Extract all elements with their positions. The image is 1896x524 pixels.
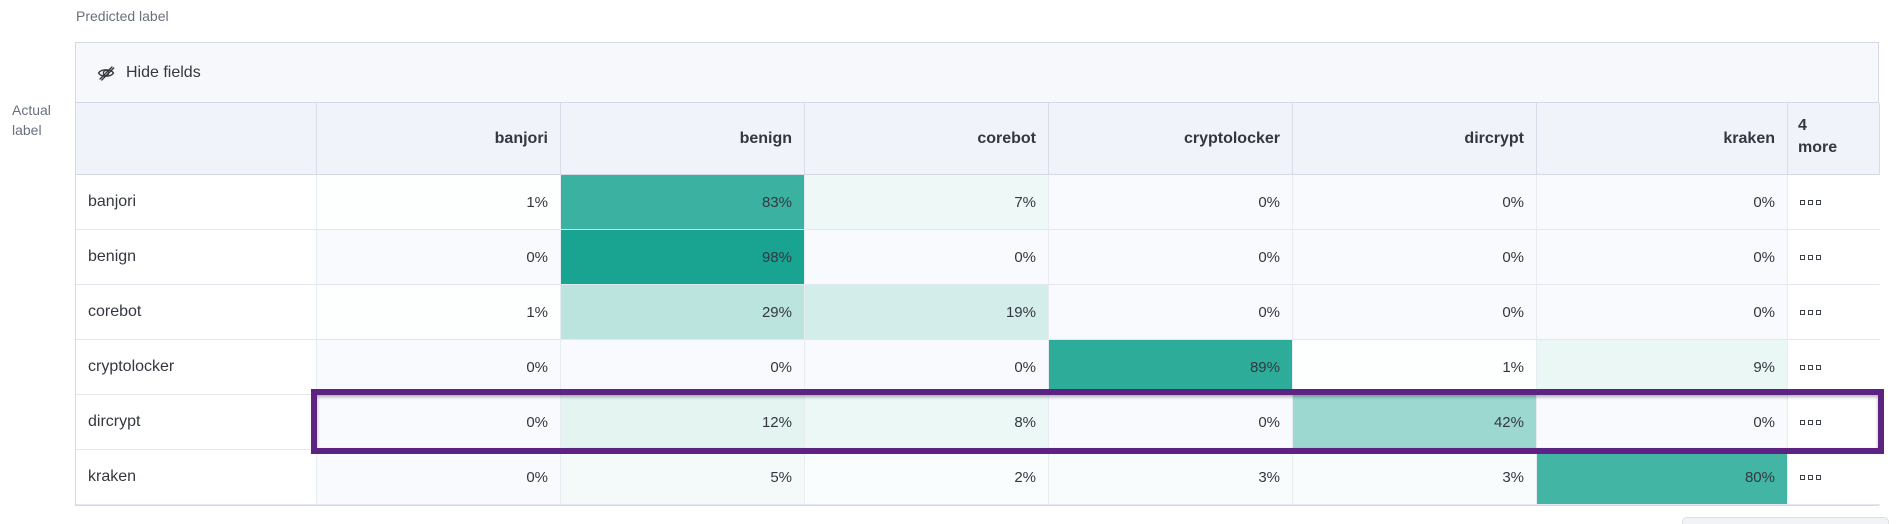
- ellipsis-square-icon: [1816, 199, 1821, 205]
- column-header-kraken: kraken: [1537, 103, 1788, 175]
- more-columns-button[interactable]: [1788, 340, 1880, 395]
- ellipsis-square-icon: [1800, 309, 1805, 315]
- ellipsis-square-icon: [1808, 254, 1813, 260]
- row-header-corebot: corebot: [76, 285, 317, 340]
- matrix-cell-corebot-benign[interactable]: 29%: [561, 285, 805, 340]
- ellipsis-square-icon: [1808, 364, 1813, 370]
- ellipsis-square-icon: [1808, 419, 1813, 425]
- matrix-cell-cryptolocker-benign[interactable]: 0%: [561, 340, 805, 395]
- column-header-corebot: corebot: [805, 103, 1049, 175]
- ellipsis-square-icon: [1816, 254, 1821, 260]
- matrix-cell-benign-cryptolocker[interactable]: 0%: [1049, 230, 1293, 285]
- matrix-cell-benign-dircrypt[interactable]: 0%: [1293, 230, 1537, 285]
- column-header-more[interactable]: 4 more: [1788, 103, 1880, 175]
- ellipsis-square-icon: [1800, 364, 1805, 370]
- matrix-row-dircrypt: dircrypt 0% 12% 8% 0% 42% 0%: [76, 395, 1880, 450]
- ellipsis-square-icon: [1800, 419, 1805, 425]
- matrix-row-cryptolocker: cryptolocker 0% 0% 0% 89% 1% 9%: [76, 340, 1880, 395]
- ellipsis-square-icon: [1816, 364, 1821, 370]
- actual-axis-label-line1: Actual: [12, 102, 51, 118]
- matrix-cell-kraken-cryptolocker[interactable]: 3%: [1049, 450, 1293, 505]
- row-header-cryptolocker: cryptolocker: [76, 340, 317, 395]
- ellipsis-square-icon: [1816, 474, 1821, 480]
- matrix-cell-banjori-benign[interactable]: 83%: [561, 175, 805, 230]
- row-header-dircrypt: dircrypt: [76, 395, 317, 450]
- matrix-cell-kraken-dircrypt[interactable]: 3%: [1293, 450, 1537, 505]
- column-header-benign: benign: [561, 103, 805, 175]
- matrix-cell-kraken-kraken[interactable]: 80%: [1537, 450, 1788, 505]
- ellipsis-square-icon: [1800, 254, 1805, 260]
- more-columns-button[interactable]: [1788, 230, 1880, 285]
- matrix-row-benign: benign 0% 98% 0% 0% 0% 0%: [76, 230, 1880, 285]
- matrix-cell-banjori-kraken[interactable]: 0%: [1537, 175, 1788, 230]
- matrix-cell-dircrypt-banjori[interactable]: 0%: [317, 395, 561, 450]
- matrix-cell-cryptolocker-corebot[interactable]: 0%: [805, 340, 1049, 395]
- matrix-cell-benign-kraken[interactable]: 0%: [1537, 230, 1788, 285]
- matrix-cell-banjori-dircrypt[interactable]: 0%: [1293, 175, 1537, 230]
- matrix-row-corebot: corebot 1% 29% 19% 0% 0% 0%: [76, 285, 1880, 340]
- column-header-cryptolocker: cryptolocker: [1049, 103, 1293, 175]
- matrix-cell-dircrypt-dircrypt[interactable]: 42%: [1293, 395, 1537, 450]
- row-header-kraken: kraken: [76, 450, 317, 505]
- matrix-cell-benign-banjori[interactable]: 0%: [317, 230, 561, 285]
- matrix-cell-benign-benign[interactable]: 98%: [561, 230, 805, 285]
- ellipsis-square-icon: [1816, 419, 1821, 425]
- more-columns-button[interactable]: [1788, 395, 1880, 450]
- matrix-cell-kraken-corebot[interactable]: 2%: [805, 450, 1049, 505]
- predicted-axis-label: Predicted label: [76, 6, 169, 26]
- actual-axis-label-line2: label: [12, 122, 42, 138]
- header-corner-cell: [76, 103, 317, 175]
- matrix-cell-banjori-cryptolocker[interactable]: 0%: [1049, 175, 1293, 230]
- matrix-cell-corebot-dircrypt[interactable]: 0%: [1293, 285, 1537, 340]
- confusion-matrix-panel: Hide fields banjori benign corebot cryptolo…: [75, 42, 1880, 506]
- column-header-banjori: banjori: [317, 103, 561, 175]
- hide-fields-button[interactable]: Hide fields: [96, 63, 201, 83]
- matrix-cell-cryptolocker-cryptolocker[interactable]: 89%: [1049, 340, 1293, 395]
- matrix-cell-banjori-banjori[interactable]: 1%: [317, 175, 561, 230]
- more-columns-button[interactable]: [1788, 450, 1880, 505]
- ellipsis-square-icon: [1800, 474, 1805, 480]
- actual-axis-label: Actual label: [12, 100, 68, 140]
- column-header-dircrypt: dircrypt: [1293, 103, 1537, 175]
- ellipsis-square-icon: [1800, 199, 1805, 205]
- matrix-cell-dircrypt-cryptolocker[interactable]: 0%: [1049, 395, 1293, 450]
- matrix-cell-cryptolocker-dircrypt[interactable]: 1%: [1293, 340, 1537, 395]
- matrix-cell-kraken-banjori[interactable]: 0%: [317, 450, 561, 505]
- matrix-cell-dircrypt-kraken[interactable]: 0%: [1537, 395, 1788, 450]
- more-columns-button[interactable]: [1788, 285, 1880, 340]
- matrix-cell-corebot-banjori[interactable]: 1%: [317, 285, 561, 340]
- eye-closed-icon: [97, 65, 115, 81]
- matrix-cell-corebot-cryptolocker[interactable]: 0%: [1049, 285, 1293, 340]
- matrix-row-banjori: banjori 1% 83% 7% 0% 0% 0%: [76, 175, 1880, 230]
- row-header-benign: benign: [76, 230, 317, 285]
- ellipsis-square-icon: [1816, 309, 1821, 315]
- hide-fields-label: Hide fields: [126, 63, 201, 81]
- more-columns-button[interactable]: [1788, 175, 1880, 230]
- matrix-grid: banjori benign corebot cryptolocker dircrypt…: [76, 103, 1880, 505]
- ellipsis-square-icon: [1808, 199, 1813, 205]
- matrix-cell-corebot-corebot[interactable]: 19%: [805, 285, 1049, 340]
- bottom-right-cutoff-element: [1682, 517, 1889, 524]
- matrix-header-row: banjori benign corebot cryptolocker dircrypt…: [76, 103, 1880, 175]
- row-header-banjori: banjori: [76, 175, 317, 230]
- matrix-cell-banjori-corebot[interactable]: 7%: [805, 175, 1049, 230]
- matrix-cell-corebot-kraken[interactable]: 0%: [1537, 285, 1788, 340]
- matrix-cell-dircrypt-corebot[interactable]: 8%: [805, 395, 1049, 450]
- matrix-cell-cryptolocker-kraken[interactable]: 9%: [1537, 340, 1788, 395]
- ellipsis-square-icon: [1808, 309, 1813, 315]
- ellipsis-square-icon: [1808, 474, 1813, 480]
- matrix-cell-benign-corebot[interactable]: 0%: [805, 230, 1049, 285]
- matrix-row-kraken: kraken 0% 5% 2% 3% 3% 80%: [76, 450, 1880, 505]
- more-columns-count: 4 more: [1798, 117, 1838, 156]
- matrix-cell-kraken-benign[interactable]: 5%: [561, 450, 805, 505]
- predicted-axis-label-text: Predicted label: [76, 8, 169, 24]
- matrix-toolbar: Hide fields: [76, 43, 1878, 103]
- matrix-cell-dircrypt-benign[interactable]: 12%: [561, 395, 805, 450]
- matrix-cell-cryptolocker-banjori[interactable]: 0%: [317, 340, 561, 395]
